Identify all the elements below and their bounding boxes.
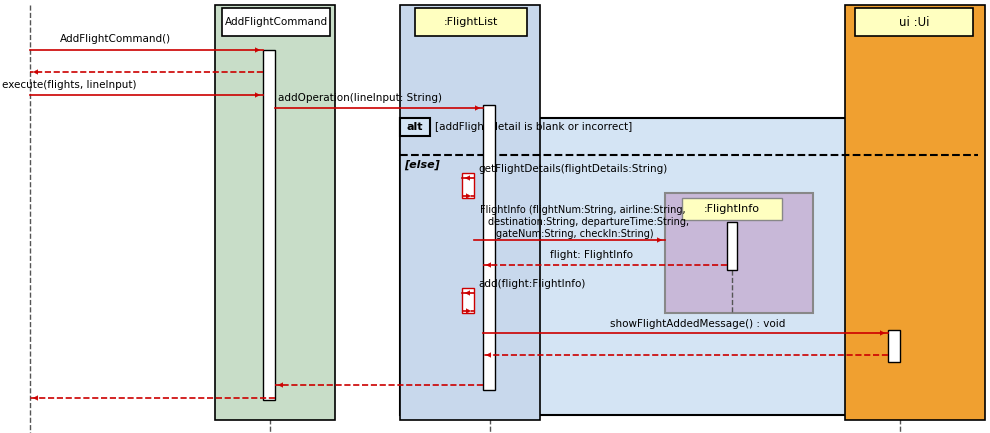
Bar — [665, 193, 813, 313]
Bar — [462, 173, 474, 198]
Text: AddFlightCommand(): AddFlightCommand() — [60, 34, 171, 44]
Text: add(flight:FlightInfo): add(flight:FlightInfo) — [478, 279, 585, 289]
Text: destination:String, departureTime:String,: destination:String, departureTime:String… — [488, 217, 689, 227]
Text: [else]: [else] — [404, 160, 440, 170]
Bar — [888, 330, 900, 362]
Bar — [215, 5, 335, 420]
Text: getFlightDetails(flightDetails:String): getFlightDetails(flightDetails:String) — [478, 164, 667, 174]
Bar — [400, 5, 540, 420]
Bar — [400, 118, 978, 415]
Bar — [855, 8, 973, 36]
Bar — [727, 222, 737, 270]
Bar — [483, 105, 495, 390]
Text: FlightInfo (flightNum:String, airline:String,: FlightInfo (flightNum:String, airline:St… — [480, 205, 686, 215]
Text: [addFlight detail is blank or incorrect]: [addFlight detail is blank or incorrect] — [435, 122, 633, 132]
Text: :FlightInfo: :FlightInfo — [704, 204, 760, 214]
Text: addOperation(lineInput: String): addOperation(lineInput: String) — [278, 93, 442, 103]
Text: ui :Ui: ui :Ui — [899, 16, 930, 29]
Bar — [415, 8, 527, 36]
Bar — [263, 50, 275, 400]
Bar — [845, 5, 985, 420]
Text: :FlightList: :FlightList — [444, 17, 498, 27]
Bar — [682, 198, 782, 220]
Text: execute(flights, lineInput): execute(flights, lineInput) — [2, 80, 137, 90]
Text: AddFlightCommand: AddFlightCommand — [225, 17, 328, 27]
Text: showFlightAddedMessage() : void: showFlightAddedMessage() : void — [610, 319, 785, 329]
Bar — [462, 288, 474, 313]
Text: gateNum:String, checkIn:String): gateNum:String, checkIn:String) — [496, 229, 653, 239]
Bar — [222, 8, 330, 36]
Text: flight: FlightInfo: flight: FlightInfo — [550, 250, 633, 260]
Bar — [400, 118, 430, 136]
Text: alt: alt — [407, 122, 424, 132]
